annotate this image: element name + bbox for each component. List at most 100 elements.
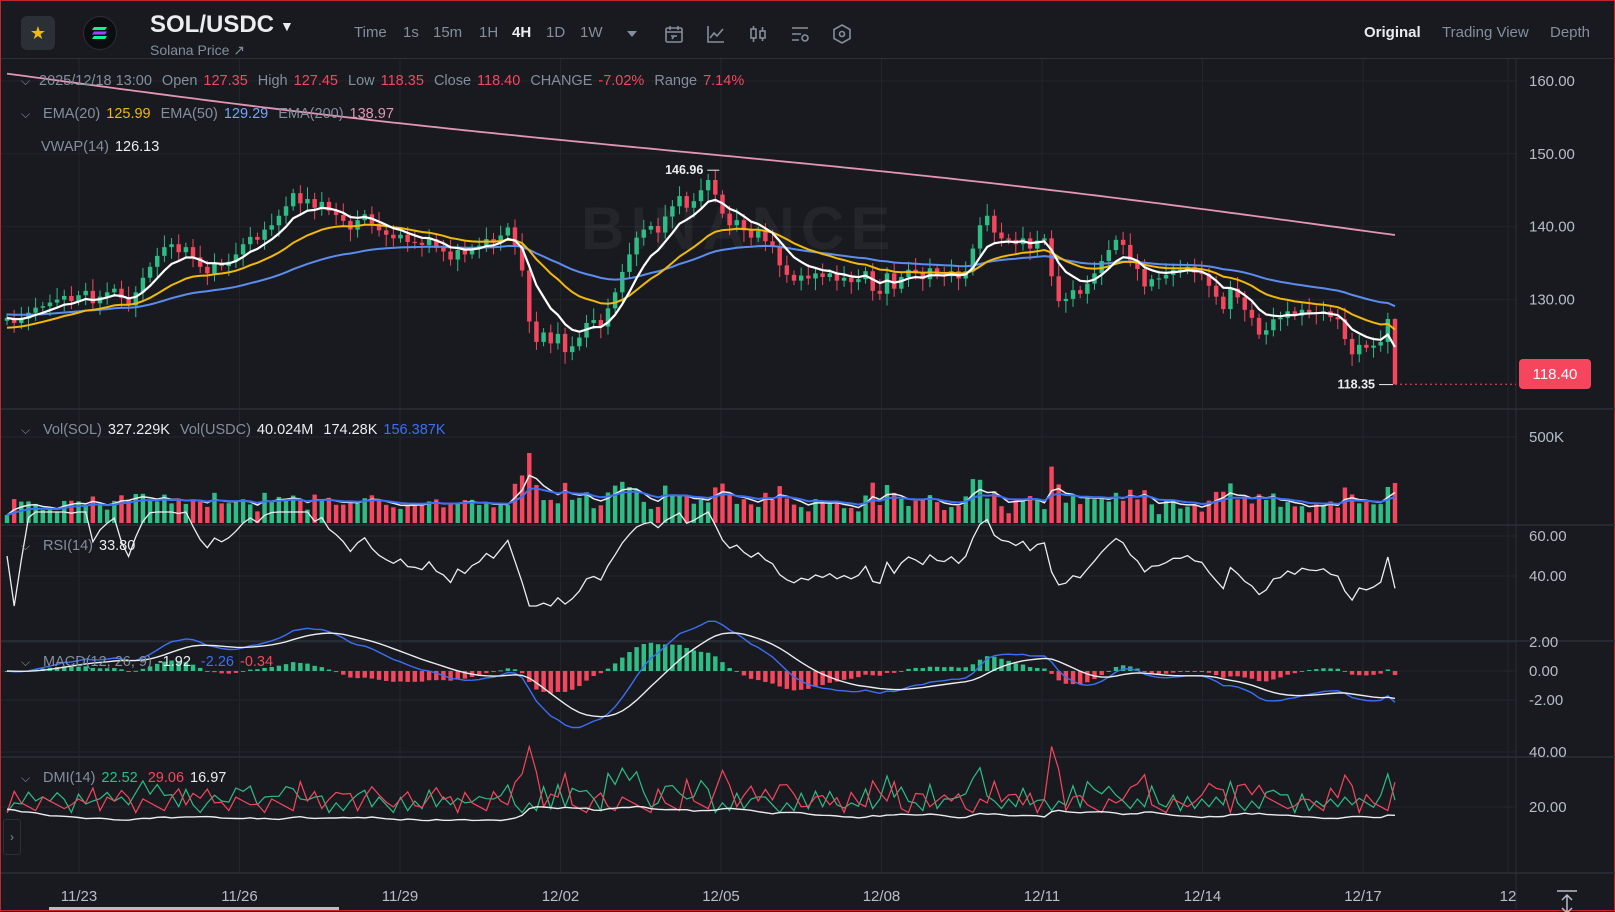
tab-original[interactable]: Original: [1364, 24, 1421, 41]
macd-histogram-bar: [1342, 671, 1348, 672]
collapse-chevron-icon[interactable]: ⌵: [21, 771, 31, 785]
collapse-chevron-icon[interactable]: ⌵: [21, 655, 31, 669]
y-tick-label: 160.00: [1529, 73, 1575, 90]
volume-bar: [205, 506, 210, 523]
macd-histogram-bar: [713, 656, 718, 671]
calendar-icon[interactable]: [663, 23, 685, 45]
volume-bar: [956, 506, 961, 523]
macd-histogram-bar: [1335, 668, 1340, 671]
macd-histogram-bar: [398, 671, 403, 682]
candle-body: [205, 266, 210, 274]
volume-bar: [620, 481, 625, 523]
x-tick-label: 12/17: [1344, 888, 1382, 905]
candle-body: [262, 229, 267, 240]
macd-histogram-bar: [655, 644, 661, 671]
candle-body: [1335, 317, 1340, 320]
volume-bar: [1321, 505, 1326, 523]
candles-icon[interactable]: [747, 23, 769, 45]
volume-bar: [226, 503, 232, 523]
candle-body: [970, 248, 976, 272]
macd-histogram-bar: [1077, 671, 1083, 685]
volume-bar: [140, 493, 146, 523]
candle-body: [1228, 288, 1233, 310]
candle-body: [133, 292, 139, 306]
candle-body: [612, 292, 618, 309]
macd-histogram-bar: [140, 668, 146, 671]
macd-histogram-bar: [612, 663, 618, 671]
macd-histogram-bar: [1299, 671, 1305, 672]
volume-bar: [963, 496, 968, 523]
macd-histogram-bar: [505, 668, 511, 671]
macd-histogram-bar: [913, 667, 918, 671]
macd-value: -1.92: [157, 654, 191, 670]
macd-histogram-bar: [777, 671, 782, 687]
macd-histogram-bar: [663, 644, 668, 671]
tab-1d[interactable]: 1D: [546, 24, 566, 41]
expand-panel-icon[interactable]: ›: [3, 819, 21, 855]
macd-histogram-bar: [1013, 663, 1019, 671]
vwap-legend: VWAP(14) 126.13: [41, 139, 165, 155]
volume-bar: [398, 508, 403, 523]
candle-body: [984, 215, 990, 226]
candle-body: [705, 180, 711, 191]
candle-body: [269, 225, 274, 230]
macd-histogram-bar: [197, 667, 203, 671]
collapse-chevron-icon[interactable]: ⌵: [21, 74, 31, 88]
candle-body: [1070, 290, 1076, 299]
candle-body: [1357, 344, 1362, 355]
volume-bar: [426, 501, 432, 523]
line-chart-icon[interactable]: [705, 23, 727, 45]
pair-subtitle-link[interactable]: Solana Price ↗: [150, 42, 245, 58]
fit-axis-icon[interactable]: [1557, 890, 1577, 912]
tab-depth[interactable]: Depth: [1550, 24, 1591, 41]
volume-bar: [569, 499, 575, 523]
tab-time[interactable]: Time: [354, 24, 387, 41]
macd-histogram-bar: [1170, 671, 1176, 673]
candle-body: [827, 273, 833, 278]
dropdown-icon[interactable]: [621, 23, 643, 45]
volume-bar: [627, 487, 632, 523]
volume-bar: [355, 503, 360, 523]
macd-hist-value: -0.34: [239, 654, 274, 670]
collapse-chevron-icon[interactable]: ⌵: [21, 539, 31, 553]
x-tick-label: 12/14: [1184, 888, 1222, 905]
candle-body: [169, 244, 174, 248]
ohlc-date: 2025/12/18 13:00: [39, 73, 152, 89]
tab-1w[interactable]: 1W: [580, 24, 603, 41]
tab-trading-view[interactable]: Trading View: [1442, 24, 1529, 41]
hexagon-settings-icon[interactable]: [831, 23, 853, 45]
candle-body: [598, 320, 604, 327]
tab-1s[interactable]: 1s: [403, 24, 419, 41]
collapse-chevron-icon[interactable]: ⌵: [21, 423, 31, 437]
candle-body: [591, 320, 596, 323]
tab-15m[interactable]: 15m: [433, 24, 463, 41]
macd-histogram-bar: [1357, 671, 1362, 676]
candle-body: [763, 231, 768, 242]
candle-body: [813, 273, 818, 279]
volume-bar: [555, 503, 561, 523]
macd-histogram-bar: [648, 642, 654, 671]
volume-bar: [1185, 506, 1190, 523]
volume-bar: [19, 501, 24, 523]
volume-bar: [255, 511, 260, 523]
volume-bar: [834, 501, 840, 523]
volume-bar: [1364, 501, 1369, 523]
candle-body: [527, 270, 532, 322]
x-tick-label: 11/23: [61, 888, 97, 905]
tab-1h[interactable]: 1H: [479, 24, 499, 41]
time-scrollbar[interactable]: [49, 907, 339, 910]
tab-4h[interactable]: 4H: [512, 24, 532, 41]
collapse-chevron-icon[interactable]: ⌵: [21, 107, 31, 121]
macd-histogram-bar: [591, 671, 596, 676]
candle-body: [1371, 345, 1376, 348]
indicator-settings-icon[interactable]: [789, 23, 811, 45]
volume-bar: [33, 503, 38, 523]
candle-body: [727, 213, 732, 226]
macd-histogram-bar: [992, 656, 997, 671]
candle-body: [455, 250, 460, 260]
candle-body: [1063, 298, 1069, 302]
pair-selector[interactable]: SOL/USDC ▼: [150, 11, 294, 39]
favorite-star-icon[interactable]: ★: [21, 16, 55, 50]
macd-histogram-bar: [1292, 671, 1298, 674]
